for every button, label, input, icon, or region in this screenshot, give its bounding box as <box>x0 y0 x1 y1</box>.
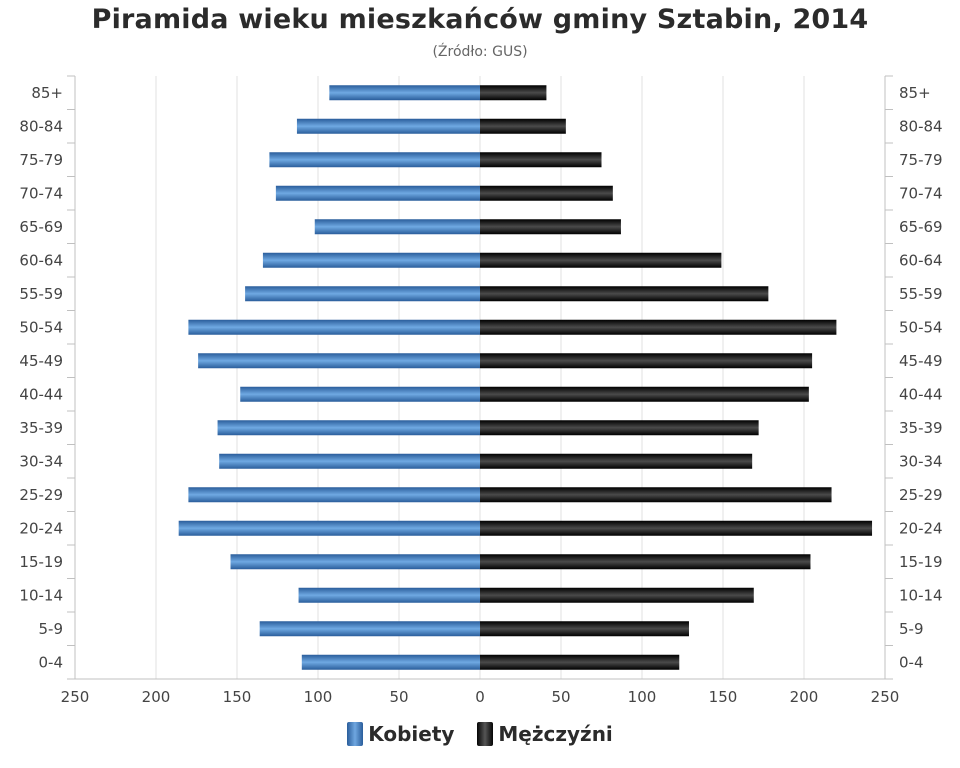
bar-kobiety <box>298 587 480 603</box>
y-tick-label-left: 0-4 <box>39 653 64 671</box>
bar-kobiety <box>329 85 480 101</box>
bar-mezczyzni <box>480 587 754 603</box>
bar-kobiety <box>262 252 480 268</box>
y-tick-label-left: 50-54 <box>19 318 63 336</box>
x-tick-label: 200 <box>790 688 819 706</box>
bar-mezczyzni <box>480 487 832 503</box>
legend-swatch-mezczyzni <box>477 722 494 746</box>
x-tick-label: 250 <box>871 688 900 706</box>
y-tick-label-left: 40-44 <box>19 385 63 403</box>
x-tick-label: 200 <box>142 688 171 706</box>
bar-kobiety <box>188 319 480 335</box>
y-tick-label-right: 50-54 <box>899 318 943 336</box>
bar-kobiety <box>240 386 480 402</box>
y-tick-label-right: 30-34 <box>899 452 943 470</box>
bars-layer <box>178 85 873 670</box>
y-tick-label-right: 40-44 <box>899 385 943 403</box>
bar-mezczyzni <box>480 621 689 637</box>
y-tick-label-left: 10-14 <box>19 586 63 604</box>
chart-subtitle: (Źródło: GUS) <box>432 44 528 60</box>
bar-kobiety <box>219 453 480 469</box>
bar-kobiety <box>230 554 480 570</box>
y-tick-label-left: 75-79 <box>19 151 63 169</box>
y-tick-label-left: 5-9 <box>39 620 64 638</box>
legend: Kobiety Mężczyźni <box>0 722 960 751</box>
y-tick-label-left: 70-74 <box>19 184 63 202</box>
x-tick-label: 150 <box>223 688 252 706</box>
bar-kobiety <box>178 520 480 536</box>
x-tick-label: 100 <box>304 688 333 706</box>
y-tick-label-right: 80-84 <box>899 117 943 135</box>
y-tick-label-right: 45-49 <box>899 352 943 370</box>
bar-mezczyzni <box>480 453 753 469</box>
bar-mezczyzni <box>480 286 769 302</box>
x-tick-label: 100 <box>628 688 657 706</box>
bar-mezczyzni <box>480 219 621 235</box>
bar-mezczyzni <box>480 319 837 335</box>
y-tick-label-right: 10-14 <box>899 586 943 604</box>
bar-kobiety <box>314 219 480 235</box>
y-tick-label-right: 85+ <box>899 84 931 102</box>
y-tick-label-right: 25-29 <box>899 486 943 504</box>
legend-swatch-kobiety <box>347 722 364 746</box>
y-tick-label-left: 60-64 <box>19 251 63 269</box>
bar-kobiety <box>259 621 480 637</box>
bar-mezczyzni <box>480 152 602 168</box>
y-tick-label-right: 20-24 <box>899 519 943 537</box>
y-tick-label-right: 60-64 <box>899 251 943 269</box>
y-tick-label-left: 55-59 <box>19 285 63 303</box>
y-tick-label-right: 0-4 <box>899 653 924 671</box>
bar-mezczyzni <box>480 118 566 134</box>
bar-kobiety <box>217 420 480 436</box>
y-tick-label-left: 85+ <box>31 84 63 102</box>
legend-label-kobiety: Kobiety <box>368 722 455 746</box>
y-tick-label-right: 70-74 <box>899 184 943 202</box>
bar-kobiety <box>188 487 480 503</box>
y-tick-label-left: 30-34 <box>19 452 63 470</box>
labels-layer: 250 200 150 100 50 0 50 100 150 200 250 85+ 85+ 80-84… <box>19 84 942 706</box>
y-tick-label-left: 20-24 <box>19 519 63 537</box>
y-tick-label-right: 35-39 <box>899 419 943 437</box>
y-tick-label-left: 15-19 <box>19 553 63 571</box>
x-tick-label: 50 <box>551 688 570 706</box>
y-tick-label-left: 65-69 <box>19 218 63 236</box>
y-tick-label-left: 25-29 <box>19 486 63 504</box>
legend-item-mezczyzni[interactable]: Mężczyźni <box>477 722 613 746</box>
x-tick-label: 150 <box>709 688 738 706</box>
y-tick-label-right: 5-9 <box>899 620 924 638</box>
bar-mezczyzni <box>480 654 680 670</box>
legend-label-mezczyzni: Mężczyźni <box>498 722 613 746</box>
bar-mezczyzni <box>480 386 809 402</box>
y-tick-label-left: 35-39 <box>19 419 63 437</box>
y-tick-label-left: 80-84 <box>19 117 63 135</box>
bar-kobiety <box>198 353 480 369</box>
bar-mezczyzni <box>480 353 813 369</box>
bar-mezczyzni <box>480 85 547 101</box>
x-tick-label: 0 <box>475 688 485 706</box>
bar-mezczyzni <box>480 185 613 201</box>
y-tick-label-right: 65-69 <box>899 218 943 236</box>
y-tick-label-left: 45-49 <box>19 352 63 370</box>
bar-kobiety <box>269 152 480 168</box>
bar-mezczyzni <box>480 420 759 436</box>
bar-kobiety <box>275 185 480 201</box>
y-tick-label-right: 75-79 <box>899 151 943 169</box>
bar-kobiety <box>296 118 480 134</box>
bar-kobiety <box>301 654 480 670</box>
bar-kobiety <box>245 286 480 302</box>
x-tick-label: 50 <box>389 688 408 706</box>
legend-item-kobiety[interactable]: Kobiety <box>347 722 454 746</box>
bar-mezczyzni <box>480 252 722 268</box>
y-tick-label-right: 55-59 <box>899 285 943 303</box>
x-tick-label: 250 <box>61 688 90 706</box>
bar-mezczyzni <box>480 554 811 570</box>
axis-layer <box>67 75 893 680</box>
y-tick-label-right: 15-19 <box>899 553 943 571</box>
chart-title: Piramida wieku mieszkańców gminy Sztabin… <box>91 4 869 35</box>
bar-mezczyzni <box>480 520 873 536</box>
